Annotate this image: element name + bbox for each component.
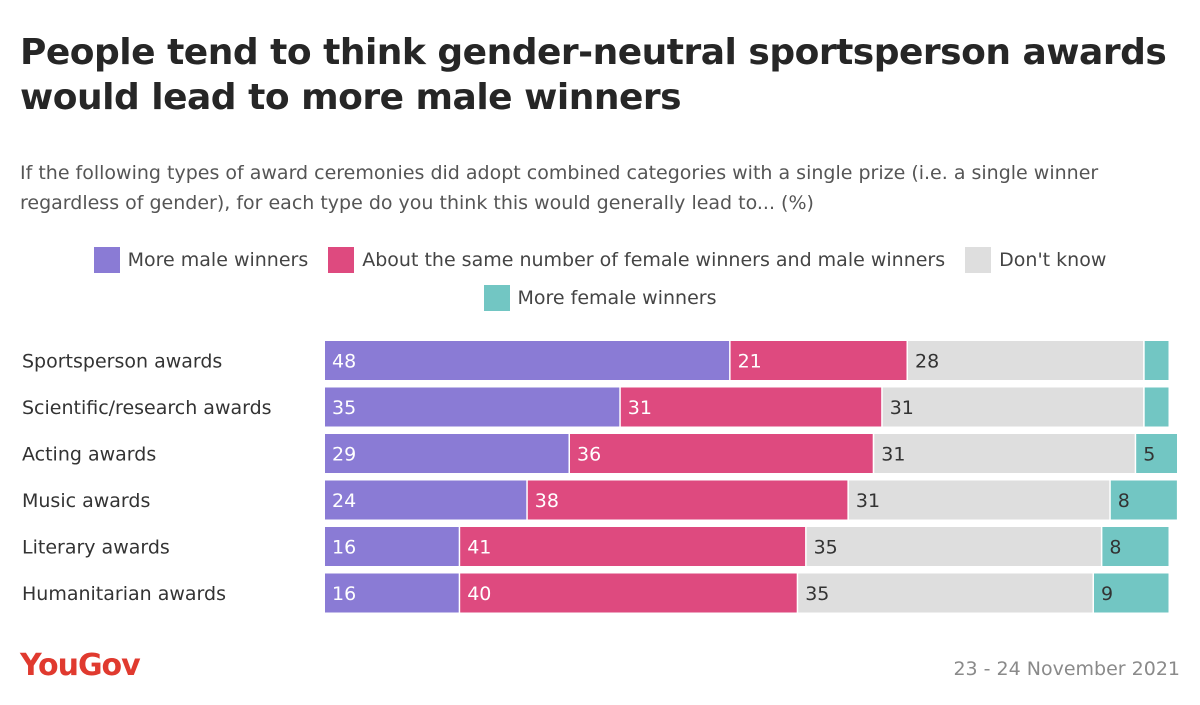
bar-scientific-research-awards-series-0 [325,387,620,427]
data-label-humanitarian-awards-series-3: 9 [1101,583,1113,605]
data-label-acting-awards-series-2: 31 [881,444,905,466]
legend-label-dont-know: Don't know [999,249,1107,271]
data-label-scientific-research-awards-series-0: 35 [332,397,356,419]
bar-music-awards-series-3 [1110,480,1177,520]
legend-label-same: About the same number of female winners … [362,249,946,271]
data-label-literary-awards-series-0: 16 [332,537,356,559]
data-label-music-awards-series-0: 24 [332,490,356,512]
data-label-literary-awards-series-1: 41 [467,537,491,559]
bar-humanitarian-awards-series-3 [1094,573,1169,613]
category-label-acting-awards: Acting awards [22,444,156,466]
bar-sportsperson-awards-series-1 [730,341,907,380]
bar-music-awards-series-0 [325,480,527,520]
legend-item-more-female: More female winners [483,284,717,312]
data-label-literary-awards-series-3: 8 [1109,537,1121,559]
legend-item-dont-know: Don't know [965,246,1106,274]
data-label-sportsperson-awards-series-1: 21 [738,351,762,373]
bar-literary-awards-series-1 [460,527,806,566]
bar-acting-awards-series-3 [1136,434,1177,473]
bar-acting-awards-series-1 [570,434,873,473]
category-label-sportsperson-awards: Sportsperson awards [22,351,222,373]
category-label-music-awards: Music awards [22,490,150,512]
legend: More male winners About the same number … [20,246,1180,312]
chart-title: People tend to think gender-neutral spor… [20,32,1167,118]
bar-scientific-research-awards-series-1 [620,387,882,427]
bar-humanitarian-awards-series-0 [325,573,459,613]
legend-item-more-male: More male winners [93,246,309,274]
legend-item-same: About the same number of female winners … [328,246,945,274]
data-label-music-awards-series-1: 38 [535,490,559,512]
data-label-acting-awards-series-0: 29 [332,444,356,466]
data-label-music-awards-series-2: 31 [856,490,880,512]
category-label-scientific-research-awards: Scientific/research awards [22,397,272,419]
bar-music-awards-series-2 [848,480,1110,520]
data-label-music-awards-series-3: 8 [1118,490,1130,512]
bar-literary-awards-series-0 [325,527,459,566]
chart-subtitle: If the following types of award ceremoni… [20,162,1099,214]
legend-label-more-male: More male winners [127,249,309,271]
bar-acting-awards-series-2 [874,434,1135,473]
data-label-humanitarian-awards-series-2: 35 [805,583,829,605]
legend-swatch-same [328,247,355,273]
bar-scientific-research-awards-series-3 [1144,387,1169,427]
yougov-logo: YouGov [20,648,141,683]
data-label-humanitarian-awards-series-1: 40 [467,583,491,605]
data-label-scientific-research-awards-series-1: 31 [628,397,652,419]
data-label-humanitarian-awards-series-0: 16 [332,583,356,605]
bar-sportsperson-awards-series-2 [908,341,1144,380]
data-label-acting-awards-series-1: 36 [577,444,601,466]
data-label-literary-awards-series-2: 35 [814,537,838,559]
data-label-acting-awards-series-3: 5 [1143,444,1155,466]
data-label-scientific-research-awards-series-2: 31 [890,397,914,419]
data-label-sportsperson-awards-series-0: 48 [332,351,356,373]
bar-sportsperson-awards-series-0 [325,341,730,380]
legend-swatch-more-male [93,247,120,273]
data-label-sportsperson-awards-series-2: 28 [915,351,939,373]
legend-swatch-dont-know [965,247,992,273]
bar-acting-awards-series-0 [325,434,569,473]
bar-humanitarian-awards-series-2 [798,573,1093,613]
bar-literary-awards-series-3 [1102,527,1169,566]
bar-literary-awards-series-2 [806,527,1101,566]
bar-sportsperson-awards-series-3 [1144,341,1169,380]
bar-music-awards-series-1 [527,480,848,520]
bar-humanitarian-awards-series-1 [460,573,797,613]
legend-swatch-more-female [483,285,510,311]
survey-date: 23 - 24 November 2021 [953,658,1180,680]
bar-scientific-research-awards-series-2 [882,387,1144,427]
legend-label-more-female: More female winners [517,287,717,309]
category-label-humanitarian-awards: Humanitarian awards [22,583,226,605]
category-label-literary-awards: Literary awards [22,537,170,559]
